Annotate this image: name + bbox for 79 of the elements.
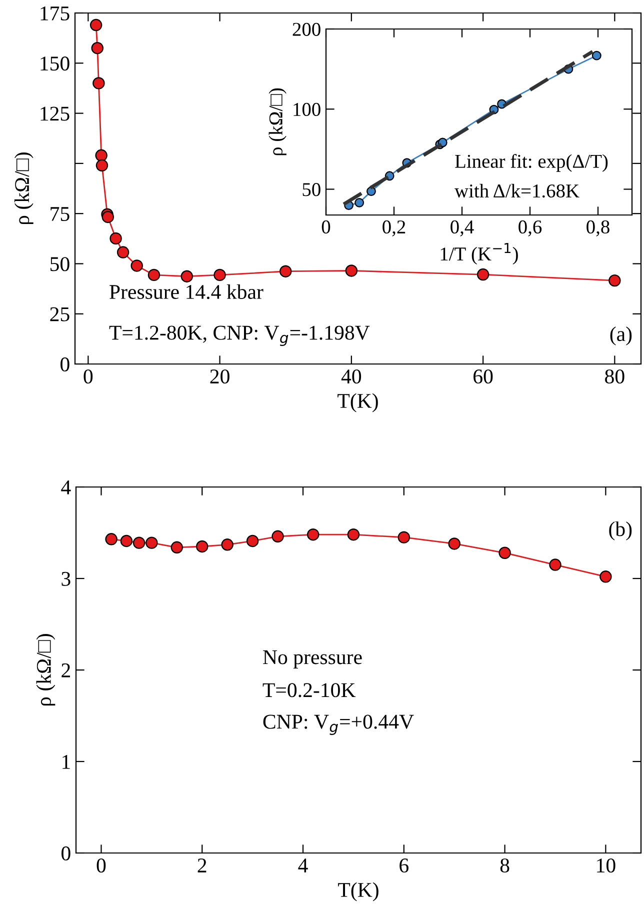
y-tick-label: 175 xyxy=(40,6,70,20)
point xyxy=(221,538,234,551)
x-axis-title: 1/T (K$^{−1}$) xyxy=(440,243,518,265)
point xyxy=(476,268,490,281)
x-tick-label: 0,6 xyxy=(518,220,542,236)
y-tick-label: 3 xyxy=(62,572,70,586)
y-tick-label: 125 xyxy=(40,106,70,121)
y-tick-label: 150 xyxy=(40,56,70,71)
point xyxy=(91,42,104,54)
point xyxy=(120,534,133,548)
point xyxy=(116,246,130,258)
point xyxy=(148,268,160,282)
y-tick-label: 75 xyxy=(50,207,70,222)
point xyxy=(110,232,122,245)
point xyxy=(90,18,102,32)
point xyxy=(95,149,108,162)
y-tick-label: 50 xyxy=(302,183,320,196)
x-tick-label: 2 xyxy=(198,858,206,872)
point xyxy=(448,538,460,550)
annotation: Linear fit: exp(Δ/T) xyxy=(455,154,608,172)
point xyxy=(592,50,602,60)
annotation: with Δ/k=1.68K xyxy=(454,184,580,198)
x-tick-label: 0,8 xyxy=(586,220,610,236)
annotation: (a) xyxy=(610,326,632,346)
annotation: Pressure 14.4 kbar xyxy=(110,284,264,300)
annotation: CNP: V$_{g}$=+0.44V xyxy=(263,714,414,735)
x-tick-label: 80 xyxy=(605,369,624,384)
point xyxy=(246,534,259,548)
y-axis-title: ρ (kΩ/□) xyxy=(36,634,56,706)
x-tick-label: 0,2 xyxy=(382,220,406,236)
point xyxy=(347,528,360,541)
point xyxy=(498,546,511,559)
x-tick-label: 0 xyxy=(84,369,93,384)
point xyxy=(549,558,562,571)
point xyxy=(130,260,143,272)
x-tick-label: 20 xyxy=(210,369,230,384)
annotation: No pressure xyxy=(263,650,362,668)
y-tick-label: 200 xyxy=(292,22,320,36)
point xyxy=(180,270,193,282)
point xyxy=(306,528,320,541)
x-tick-label: 0,4 xyxy=(450,220,474,236)
x-tick-label: 0 xyxy=(96,858,106,873)
y-axis-title: ρ (kΩ/□) xyxy=(268,88,286,156)
y-tick-label: 1 xyxy=(62,754,70,769)
point xyxy=(196,540,208,553)
y-tick-label: 2 xyxy=(62,663,70,678)
point xyxy=(96,159,108,172)
point xyxy=(608,274,621,287)
point xyxy=(214,268,226,282)
x-tick-label: 0 xyxy=(322,220,330,234)
point xyxy=(398,531,410,544)
point xyxy=(279,265,292,278)
x-tick-label: 60 xyxy=(474,369,493,384)
point xyxy=(345,264,358,277)
point xyxy=(354,198,364,208)
x-axis-title: T(K) xyxy=(338,393,378,412)
y-tick-label: 0 xyxy=(62,846,70,860)
y-tick-label: 25 xyxy=(50,307,70,322)
y-axis-title: ρ (kΩ/□) xyxy=(14,152,34,224)
y-tick-label: 100 xyxy=(294,102,320,116)
point xyxy=(170,541,184,554)
x-tick-label: 8 xyxy=(500,858,510,873)
point xyxy=(92,77,105,90)
y-tick-label: 0 xyxy=(60,357,70,372)
annotation: (b) xyxy=(609,521,632,540)
point xyxy=(102,210,114,224)
point xyxy=(146,536,158,549)
point xyxy=(600,570,612,583)
x-tick-label: 6 xyxy=(400,858,408,873)
point xyxy=(272,530,284,543)
x-axis-title: T(K) xyxy=(338,882,378,902)
x-tick-label: 10 xyxy=(597,858,616,873)
x-tick-label: 40 xyxy=(341,369,362,384)
point xyxy=(105,533,118,546)
annotation: T=1.2-80K, CNP: V$_{g}$=-1.198V xyxy=(109,326,370,346)
y-tick-label: 4 xyxy=(61,480,71,494)
point xyxy=(132,536,146,549)
annotation: T=0.2-10K xyxy=(262,683,356,698)
y-tick-label: 50 xyxy=(50,257,70,272)
